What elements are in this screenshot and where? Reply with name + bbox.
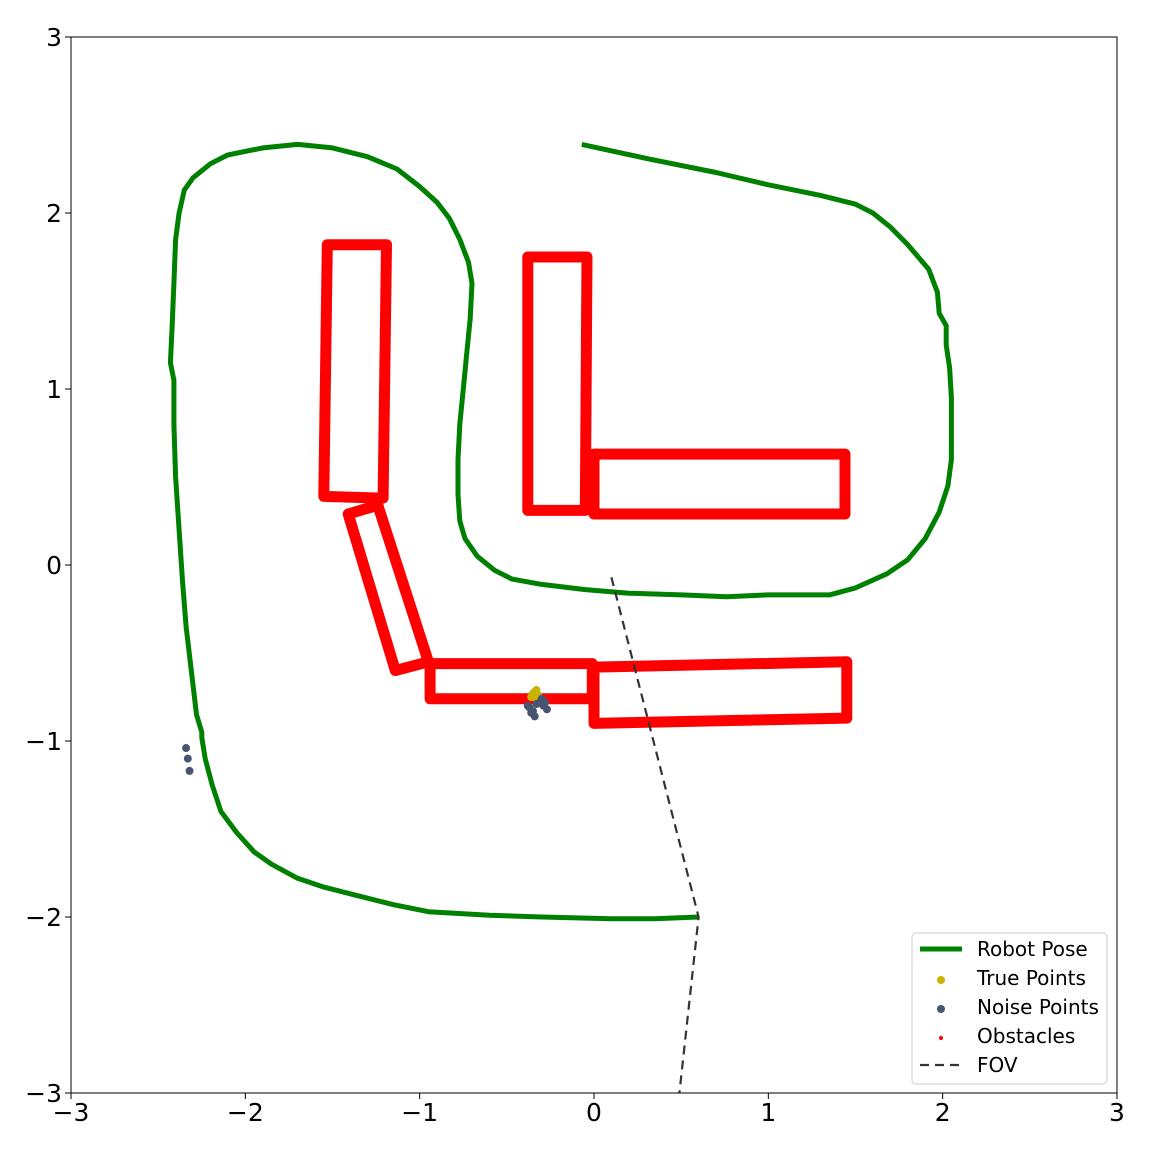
y-tick-label-4: 0 — [46, 551, 62, 580]
obstacle-6 — [588, 656, 853, 729]
x-tick-label-6: 2 — [935, 1098, 951, 1127]
noise-points-point-1 — [182, 744, 191, 753]
legend-box — [911, 932, 1108, 1085]
obstacle-3 — [588, 448, 851, 520]
y-tick-label-1: −3 — [25, 1079, 62, 1108]
obstacle-2 — [522, 251, 593, 516]
legend-handle-true-points — [937, 976, 945, 984]
noise-points-point-3 — [185, 766, 194, 775]
x-tick-label-3: −1 — [401, 1098, 438, 1127]
legend-handle-obstacles — [939, 1036, 943, 1040]
noise-points-point-13 — [528, 707, 537, 716]
fov-line — [610, 577, 700, 1093]
legend-label-robot-pose: Robot Pose — [977, 937, 1088, 961]
robot-pose-line — [167, 141, 954, 922]
x-tick-label-2: −2 — [227, 1098, 264, 1127]
y-tick-label-5: 1 — [46, 375, 62, 404]
noise-points-point-14 — [537, 694, 546, 703]
legend-label-fov: FOV — [977, 1053, 1018, 1077]
noise-points-point-7 — [523, 701, 532, 710]
x-tick-label-7: 3 — [1109, 1098, 1125, 1127]
y-tick-label-2: −2 — [25, 903, 62, 932]
legend-label-noise-points: Noise Points — [977, 995, 1099, 1019]
x-tick-label-4: 0 — [586, 1098, 602, 1127]
y-tick-label-7: 3 — [46, 23, 62, 52]
plot-area — [167, 141, 954, 1093]
obstacle-1 — [318, 239, 392, 504]
x-tick-label-1: −3 — [53, 1098, 90, 1127]
legend: Robot Pose True Points Noise Points Obstacl… — [911, 932, 1108, 1085]
legend-handle-noise-points — [937, 1005, 945, 1013]
x-tick-label-5: 1 — [760, 1098, 776, 1127]
legend-label-true-points: True Points — [976, 966, 1086, 990]
noise-points-point-11 — [542, 705, 551, 714]
axis-ticks: −3 −2 −1 0 1 2 3 −3 −2 −1 0 1 2 3 — [25, 23, 1125, 1127]
y-tick-label-6: 2 — [46, 199, 62, 228]
legend-label-obstacles: Obstacles — [977, 1024, 1075, 1048]
noise-points-point-2 — [183, 754, 192, 763]
y-tick-label-3: −1 — [25, 727, 62, 756]
